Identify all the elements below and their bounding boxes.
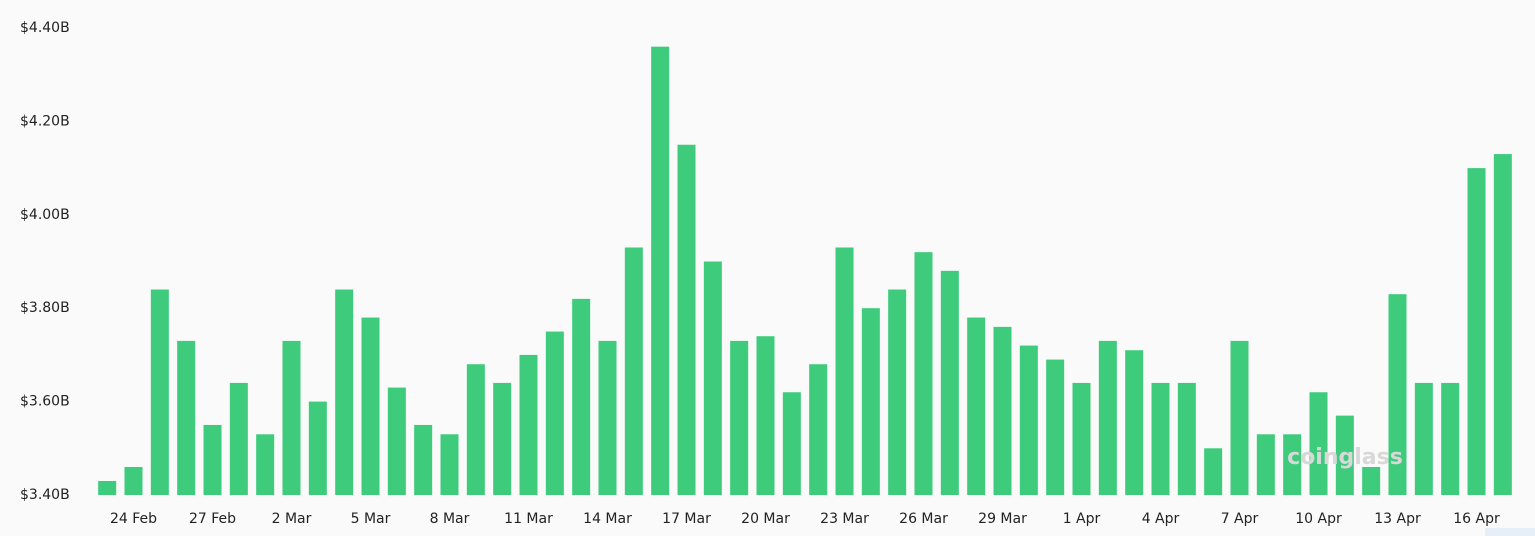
y-tick-label: $4.40B xyxy=(20,20,70,36)
bar xyxy=(703,261,722,495)
bar xyxy=(993,326,1012,495)
bar xyxy=(809,364,828,495)
bar xyxy=(1125,350,1144,495)
bar xyxy=(1046,359,1065,495)
x-tick-label: 7 Apr xyxy=(1221,511,1259,527)
bar xyxy=(572,298,591,495)
bar xyxy=(1177,382,1196,495)
bar xyxy=(150,289,169,495)
bar xyxy=(387,387,406,495)
bar xyxy=(835,247,854,495)
x-tick-label: 29 Mar xyxy=(978,511,1027,527)
bar xyxy=(651,46,670,496)
bar xyxy=(519,354,538,495)
bar xyxy=(1204,448,1223,495)
bar xyxy=(414,424,433,495)
y-tick-label: $3.60B xyxy=(20,394,70,410)
bar xyxy=(730,340,749,495)
bar xyxy=(888,289,907,495)
bar xyxy=(545,331,564,495)
bar xyxy=(229,382,248,495)
bar xyxy=(440,434,459,495)
bar xyxy=(1098,340,1117,495)
x-tick-label: 17 Mar xyxy=(662,511,711,527)
bar xyxy=(1467,168,1486,495)
x-tick-label: 4 Apr xyxy=(1142,511,1180,527)
bar xyxy=(1256,434,1275,495)
bar xyxy=(756,336,775,495)
watermark: coinglass xyxy=(1287,445,1403,470)
x-tick-label: 1 Apr xyxy=(1063,511,1101,527)
bar xyxy=(1362,466,1381,495)
bar xyxy=(1335,415,1354,495)
bar xyxy=(361,317,380,495)
x-tick-label: 5 Mar xyxy=(351,511,391,527)
bar xyxy=(1230,340,1249,495)
x-tick-label: 10 Apr xyxy=(1295,511,1342,527)
bar xyxy=(98,480,117,495)
x-tick-label: 27 Feb xyxy=(189,511,236,527)
bar xyxy=(1388,294,1407,495)
bar xyxy=(466,364,485,495)
bar xyxy=(1493,154,1512,495)
bar xyxy=(1441,382,1460,495)
bar xyxy=(282,340,301,495)
bar xyxy=(1283,434,1302,495)
bar xyxy=(677,144,696,495)
corner-box xyxy=(1485,528,1535,536)
bar xyxy=(1151,382,1170,495)
x-tick-label: 14 Mar xyxy=(583,511,632,527)
x-tick-label: 8 Mar xyxy=(430,511,470,527)
bar xyxy=(1072,382,1091,495)
x-tick-label: 26 Mar xyxy=(899,511,948,527)
x-tick-label: 11 Mar xyxy=(504,511,553,527)
x-tick-label: 23 Mar xyxy=(820,511,869,527)
bar xyxy=(1414,382,1433,495)
bar xyxy=(598,340,617,495)
x-tick-label: 20 Mar xyxy=(741,511,790,527)
bar xyxy=(493,382,512,495)
y-tick-label: $3.80B xyxy=(20,300,70,316)
bar xyxy=(1309,392,1328,495)
x-tick-label: 13 Apr xyxy=(1374,511,1421,527)
y-tick-label: $4.20B xyxy=(20,113,70,129)
bar xyxy=(914,252,933,495)
x-tick-label: 2 Mar xyxy=(272,511,312,527)
bar xyxy=(203,424,222,495)
x-tick-label: 16 Apr xyxy=(1453,511,1500,527)
x-tick-label: 24 Feb xyxy=(110,511,157,527)
bar xyxy=(1019,345,1038,495)
bar xyxy=(782,392,801,495)
bar xyxy=(177,340,196,495)
bar xyxy=(940,270,959,495)
bar xyxy=(335,289,354,495)
bar xyxy=(967,317,986,495)
bar xyxy=(256,434,275,495)
bar xyxy=(861,308,880,495)
y-tick-label: $4.00B xyxy=(20,207,70,223)
y-tick-label: $3.40B xyxy=(20,487,70,503)
bar xyxy=(308,401,327,495)
bar xyxy=(624,247,643,495)
bar xyxy=(124,466,143,495)
